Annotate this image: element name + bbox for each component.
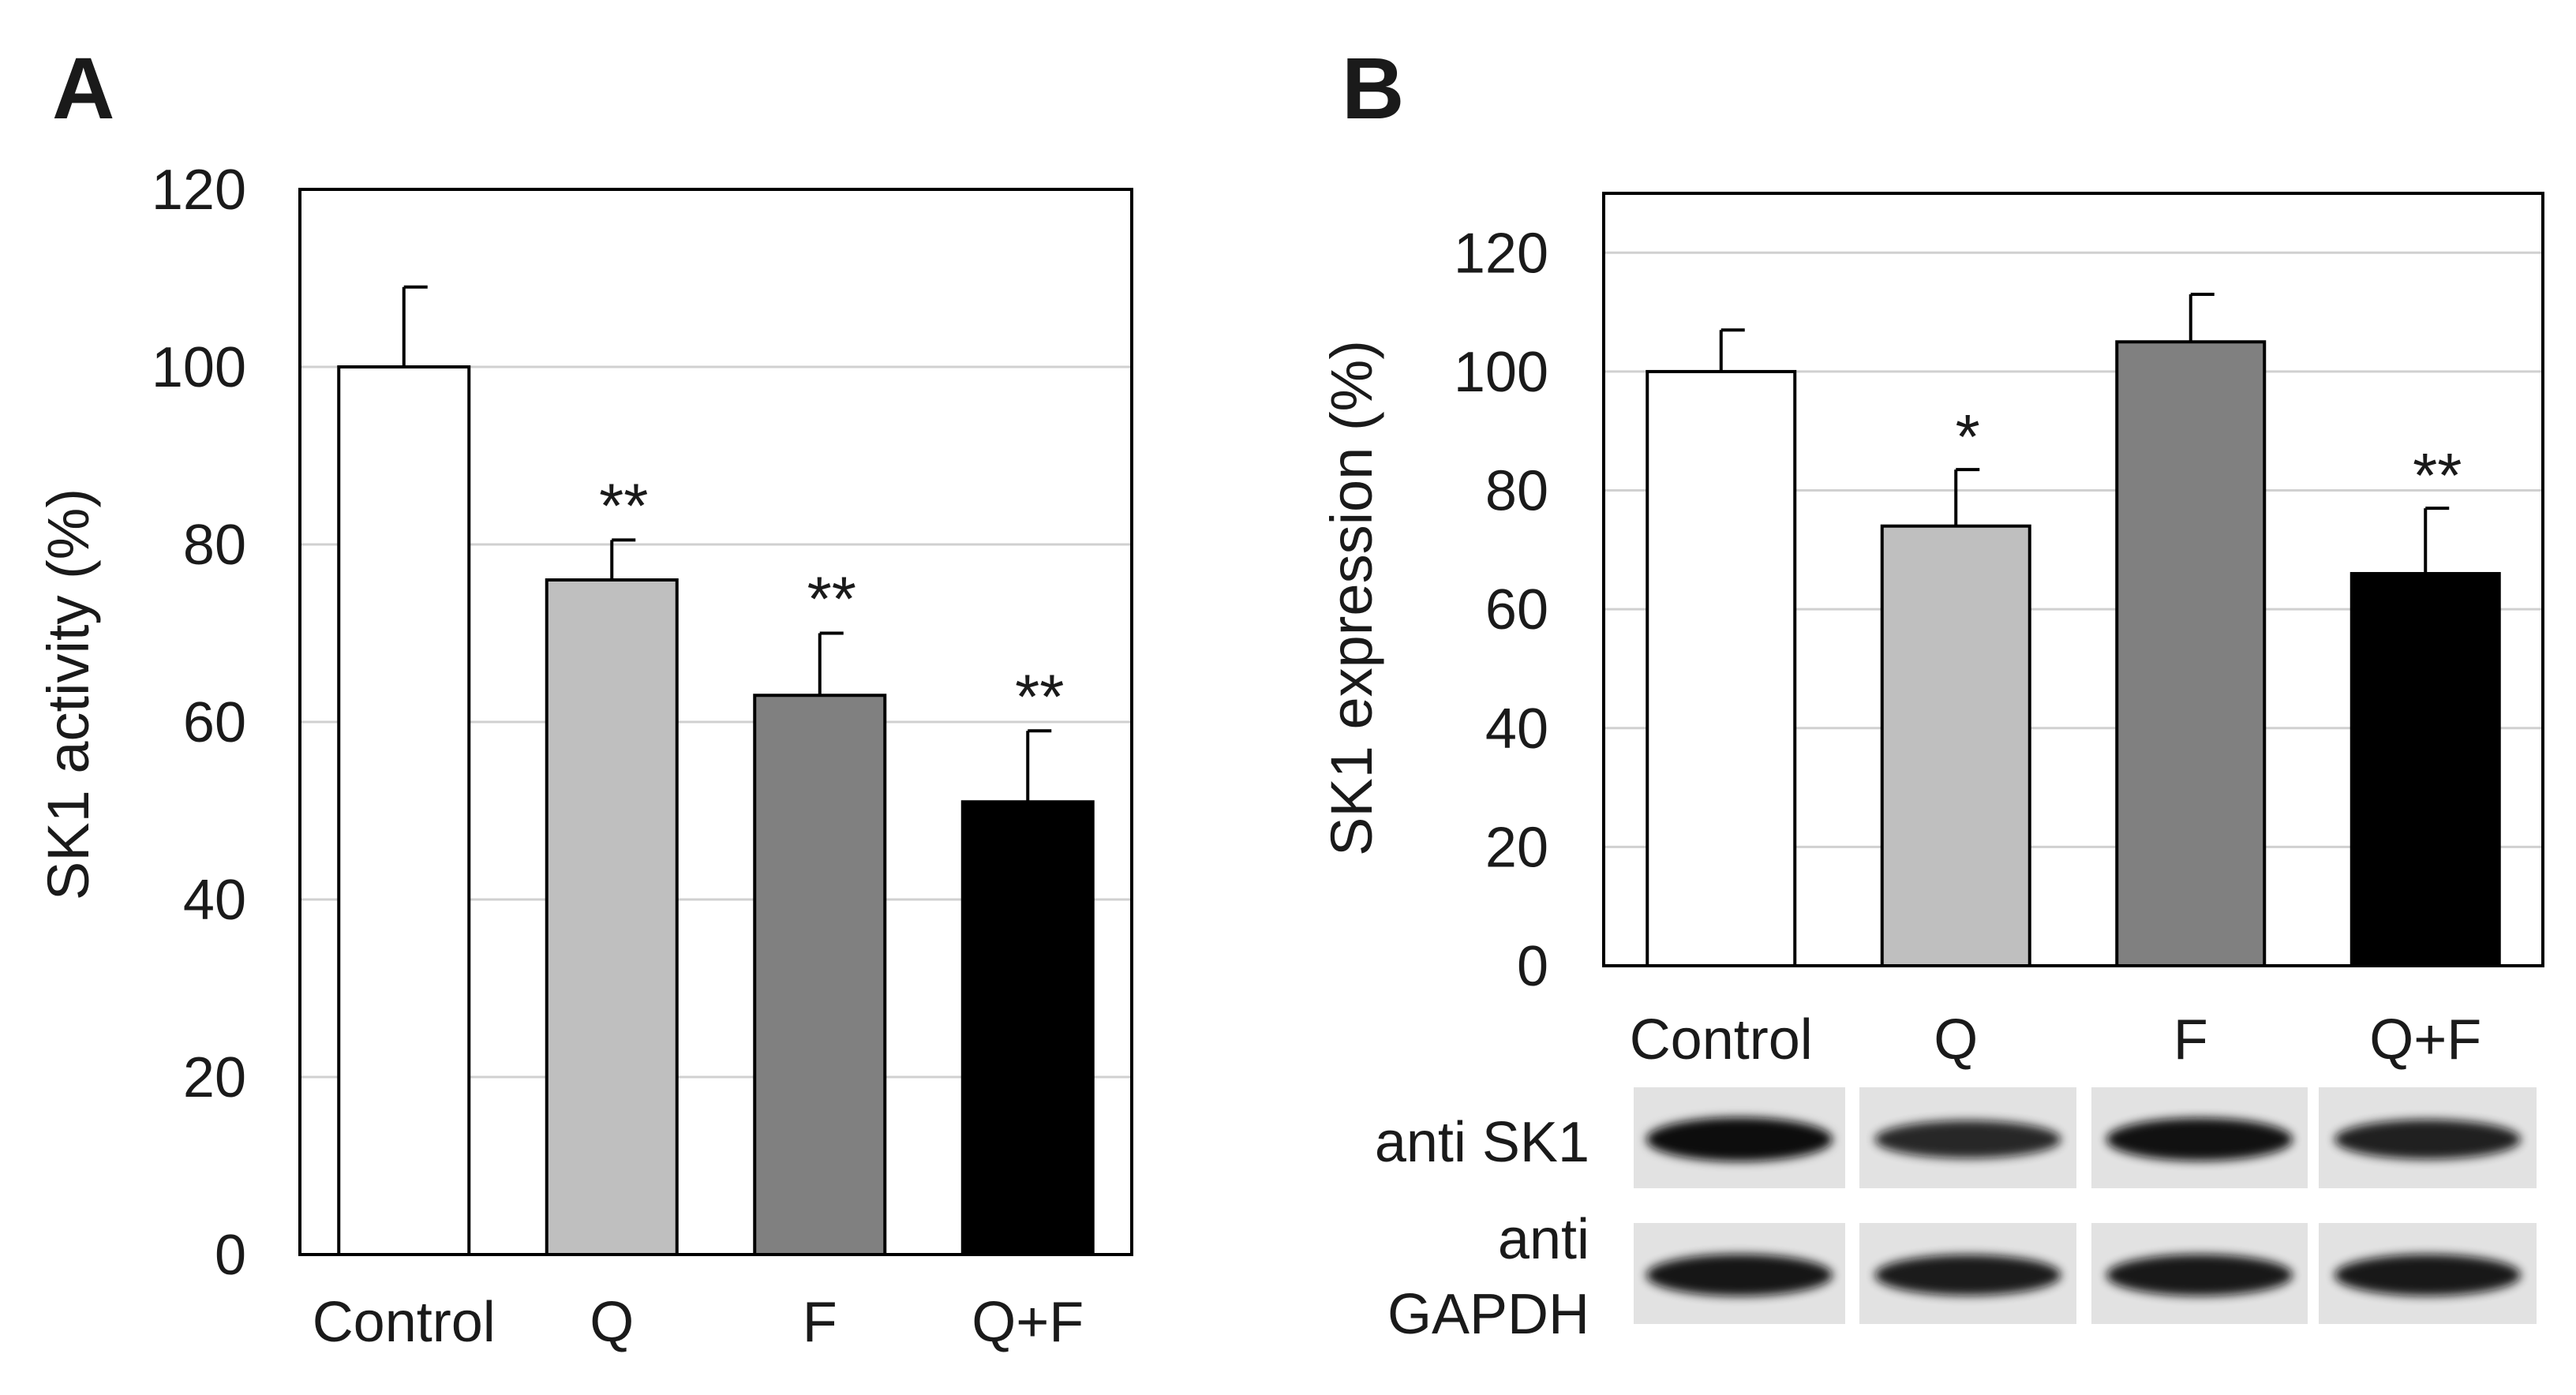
panel-b-label: B: [1342, 40, 1404, 137]
x-category-label: Q: [1934, 1008, 1978, 1071]
blot-band: [1646, 1117, 1833, 1161]
significance-marker: *: [1956, 402, 1980, 472]
significance-marker: **: [807, 564, 856, 634]
significance-marker: **: [599, 470, 648, 540]
panel-b-chart: B SK1 expression (%) 0 20 40 60 80 100 120 Cont…: [1319, 40, 2544, 1071]
panel-b-western-blots: anti SK1 anti GAPDH: [1375, 1087, 2537, 1346]
blot-label: anti: [1498, 1208, 1589, 1271]
blot-band: [2106, 1254, 2293, 1296]
blot-band: [2334, 1254, 2521, 1296]
blot-band: [1874, 1255, 2061, 1296]
blot-label: GAPDH: [1387, 1283, 1589, 1346]
y-tick-label: 0: [1517, 935, 1548, 998]
y-tick-label: 120: [1454, 222, 1548, 285]
bar-q: [545, 578, 679, 1256]
y-tick-label: 100: [1454, 341, 1548, 404]
y-tick-label: 0: [215, 1224, 246, 1287]
y-tick-label: 20: [183, 1046, 246, 1109]
y-tick-label: 120: [152, 159, 246, 222]
panel-a-label: A: [52, 40, 114, 137]
plot-frame: [1602, 192, 2544, 967]
y-tick-label: 60: [1485, 578, 1548, 641]
x-category-label: Q: [590, 1291, 634, 1354]
blot-band: [1646, 1254, 1833, 1296]
x-category-label: Control: [313, 1291, 496, 1354]
significance-marker: **: [2413, 440, 2462, 511]
blot-band: [2106, 1117, 2293, 1161]
y-tick-label: 100: [152, 336, 246, 399]
x-category-label: Control: [1630, 1008, 1813, 1071]
significance-marker: **: [1015, 661, 1064, 731]
bar-q-f: [2349, 571, 2501, 967]
y-tick-label: 40: [183, 869, 246, 932]
x-category-label: F: [803, 1291, 837, 1354]
y-tick-label: 20: [1485, 816, 1548, 879]
panel-a-chart: A SK1 activity (%) 0 20 40 60 80 100 120 Contro…: [36, 40, 1133, 1354]
blot-band: [2334, 1119, 2521, 1160]
bar-control: [337, 365, 471, 1256]
x-category-label: Q+F: [972, 1291, 1084, 1354]
x-category-label: F: [2174, 1008, 2208, 1071]
y-tick-label: 60: [183, 691, 246, 754]
bar-q: [1880, 524, 2031, 967]
x-category-label: Q+F: [2369, 1008, 2481, 1071]
blot-label: anti SK1: [1375, 1111, 1589, 1174]
bar-f: [2115, 340, 2267, 967]
y-tick-label: 80: [183, 514, 246, 577]
y-tick-label: 80: [1485, 460, 1548, 523]
bar-q-f: [960, 800, 1095, 1256]
panel-b-y-axis-label: SK1 expression (%): [1319, 340, 1384, 856]
bar-f: [753, 694, 887, 1256]
blot-band: [1874, 1120, 2061, 1159]
plot-frame: [298, 188, 1133, 1256]
panel-a-y-axis-label: SK1 activity (%): [36, 488, 101, 900]
y-tick-label: 40: [1485, 698, 1548, 761]
bar-control: [1646, 369, 1797, 967]
